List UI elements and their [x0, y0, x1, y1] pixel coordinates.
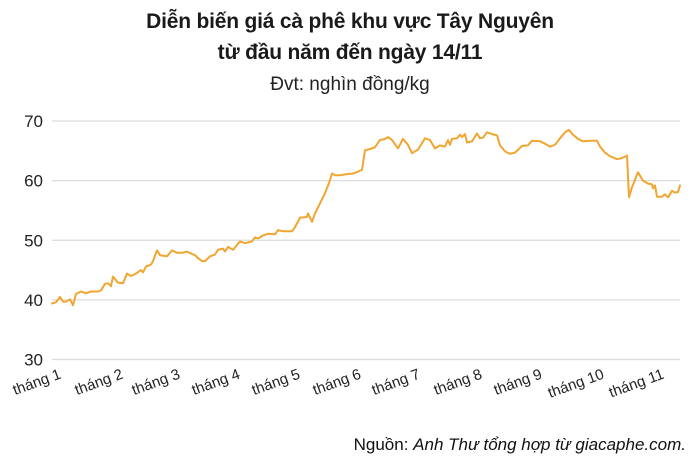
x-tick-label: tháng 8: [432, 366, 485, 399]
x-tick-label: tháng 10: [546, 366, 607, 402]
chart-unit-subtitle: Đvt: nghìn đồng/kg: [270, 74, 430, 95]
y-tick-label: 40: [24, 291, 43, 310]
y-tick-label: 50: [24, 231, 43, 250]
chart-title-line-1: Diễn biến giá cà phê khu vực Tây Nguyên: [146, 10, 554, 33]
x-tick-label: tháng 3: [130, 366, 183, 399]
source-text: Anh Thư tổng hợp từ giacaphe.com.: [413, 435, 686, 454]
x-tick-label: tháng 6: [311, 366, 364, 399]
source-label: Nguồn:: [353, 435, 414, 454]
x-tick-label: tháng 7: [370, 366, 423, 399]
y-axis-ticks: 30 40 50 60 70: [24, 112, 43, 370]
y-tick-label: 30: [24, 351, 43, 370]
x-tick-label: tháng 9: [492, 366, 545, 399]
x-tick-label: tháng 2: [73, 366, 126, 399]
chart-title-line-2: từ đầu năm đến ngày 14/11: [217, 41, 483, 64]
source-note: Nguồn: Anh Thư tổng hợp từ giacaphe.com.: [354, 435, 686, 455]
x-tick-label: tháng 11: [607, 366, 667, 402]
x-tick-label: tháng 5: [250, 366, 303, 399]
y-tick-label: 60: [24, 172, 43, 191]
y-tick-label: 70: [24, 112, 43, 131]
x-tick-label: tháng 4: [190, 366, 243, 399]
gridlines: [52, 120, 680, 361]
x-tick-label: tháng 1: [11, 366, 64, 399]
x-axis-ticks: tháng 1 tháng 2 tháng 3 tháng 4 tháng 5 tháng…: [11, 366, 667, 402]
price-line: [51, 128, 681, 307]
